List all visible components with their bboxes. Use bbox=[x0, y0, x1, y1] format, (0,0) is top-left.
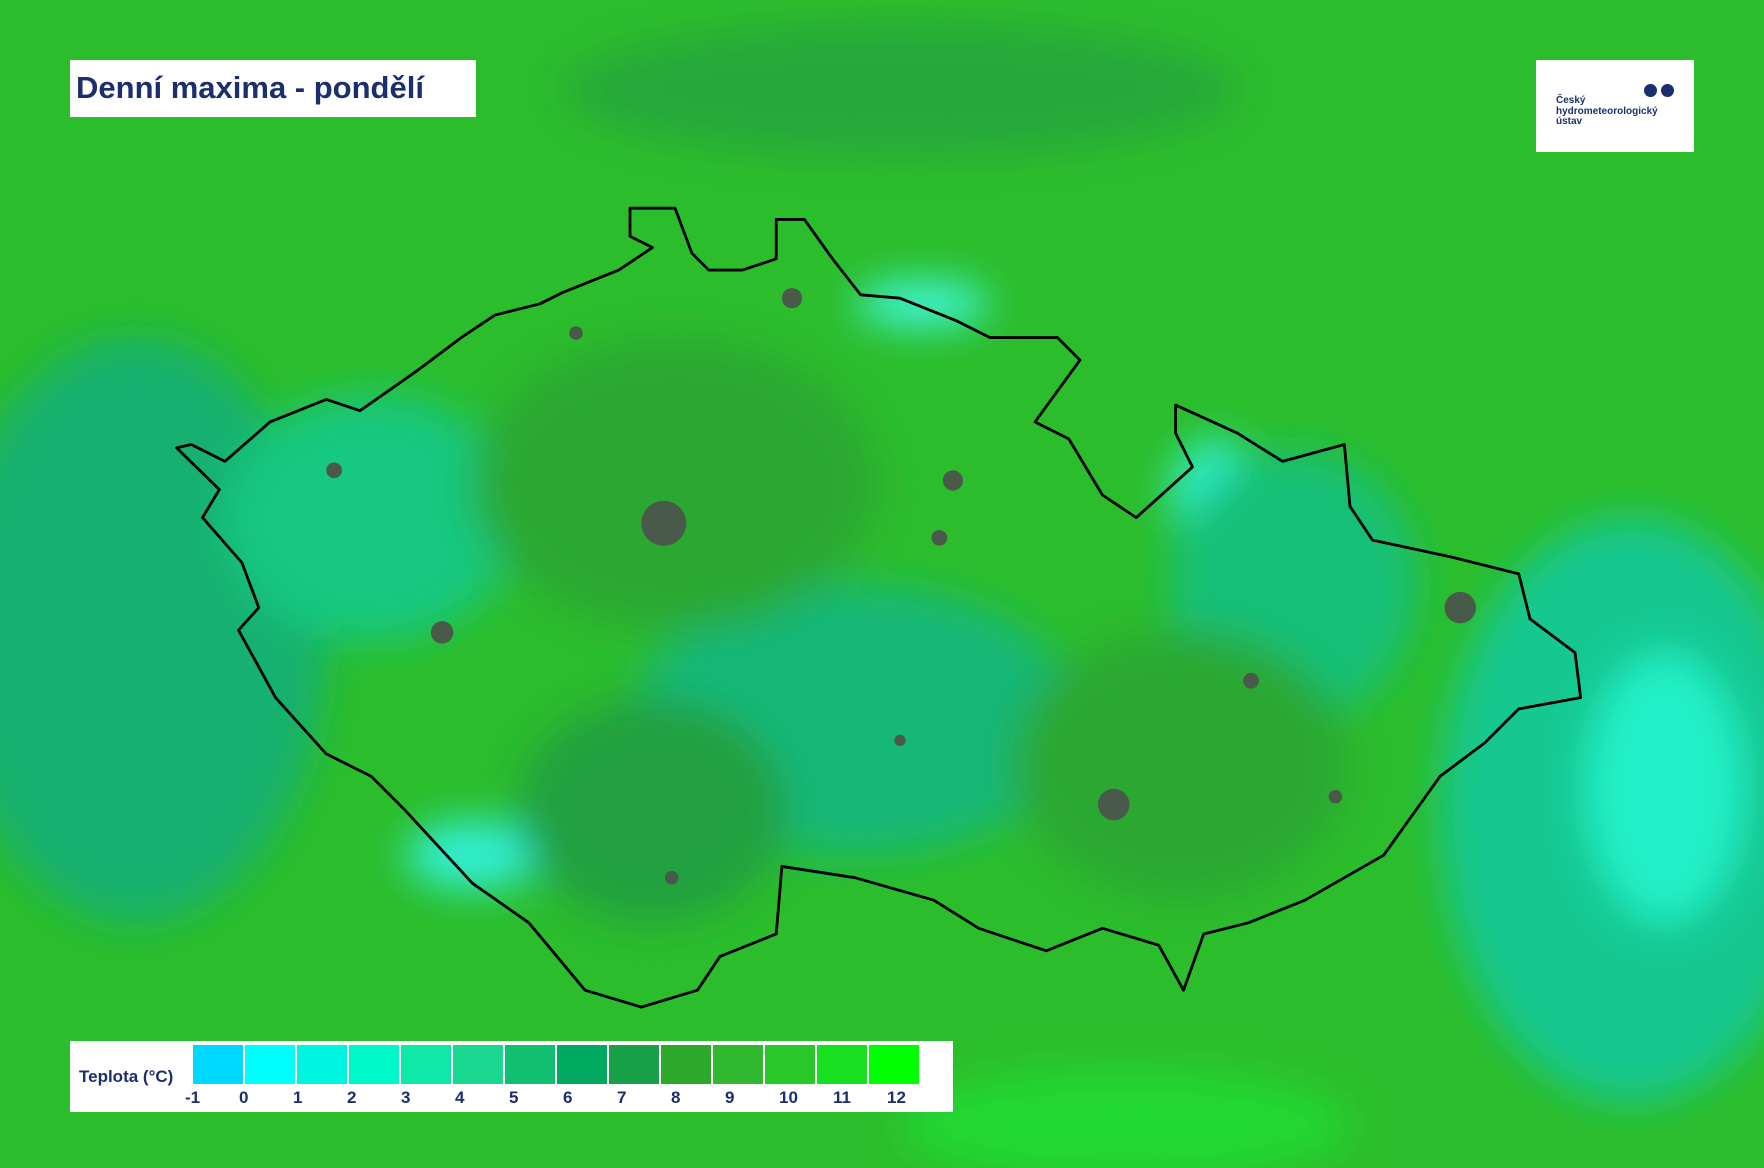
legend-swatch bbox=[817, 1045, 869, 1084]
logo-line: Český bbox=[1556, 95, 1586, 106]
title-box: Denní maxima - pondělí bbox=[70, 60, 476, 117]
map-title: Denní maxima - pondělí bbox=[76, 70, 424, 105]
city-jihlava bbox=[894, 734, 906, 747]
city-zlin bbox=[1328, 789, 1343, 804]
legend-tick: 8 bbox=[671, 1088, 681, 1107]
city-plzen bbox=[430, 621, 454, 644]
legend-swatch bbox=[505, 1045, 557, 1084]
legend-swatch bbox=[349, 1045, 401, 1084]
legend-tick: 4 bbox=[455, 1088, 465, 1107]
chmi-logo: Český hydrometeorologický ústav bbox=[1536, 60, 1694, 152]
legend-tick: 2 bbox=[347, 1088, 357, 1107]
temperature-legend: Teplota (°C) -1 0 1 2 3 4 5 6 7 8 9 10 11 12 bbox=[70, 1041, 953, 1112]
city-karlovy-vary bbox=[326, 462, 342, 479]
legend-swatch bbox=[193, 1045, 245, 1084]
city-praha bbox=[641, 500, 687, 546]
legend-tick: 12 bbox=[887, 1088, 906, 1107]
legend-swatch bbox=[401, 1045, 453, 1084]
city-usti bbox=[569, 326, 583, 340]
legend-swatch bbox=[609, 1045, 661, 1084]
legend-tick: 5 bbox=[509, 1088, 519, 1107]
legend-tick: 3 bbox=[401, 1088, 411, 1107]
city-liberec bbox=[781, 288, 803, 309]
legend-swatch bbox=[557, 1045, 609, 1084]
legend-swatch bbox=[713, 1045, 765, 1084]
legend-tick: 6 bbox=[563, 1088, 573, 1107]
legend-tick: 9 bbox=[725, 1088, 735, 1107]
legend-swatch bbox=[765, 1045, 817, 1084]
city-ostrava bbox=[1444, 591, 1476, 624]
city-olomouc bbox=[1243, 672, 1259, 689]
legend-swatch bbox=[661, 1045, 713, 1084]
city-budejovice bbox=[664, 870, 679, 885]
legend-swatch bbox=[453, 1045, 505, 1084]
legend-tick: -1 bbox=[185, 1088, 201, 1107]
legend-swatch bbox=[297, 1045, 349, 1084]
country-border bbox=[175, 206, 1583, 1009]
legend-tick: 7 bbox=[617, 1088, 627, 1107]
legend-swatches bbox=[193, 1045, 921, 1084]
legend-ticks: -1 0 1 2 3 4 5 6 7 8 9 10 11 12 bbox=[185, 1088, 941, 1108]
city-pardubice bbox=[931, 529, 948, 546]
logo-line: hydrometeorologický bbox=[1556, 105, 1658, 117]
city-brno bbox=[1098, 788, 1130, 821]
legend-tick: 1 bbox=[293, 1088, 303, 1107]
legend-tick: 11 bbox=[833, 1088, 851, 1107]
legend-tick: 10 bbox=[779, 1088, 798, 1107]
temperature-fields bbox=[0, 22, 1764, 1168]
city-hradec bbox=[942, 470, 963, 491]
logo-line: ústav bbox=[1556, 116, 1583, 127]
logo-mark-icon bbox=[1644, 84, 1674, 97]
legend-label: Teplota (°C) bbox=[79, 1067, 174, 1086]
legend-swatch bbox=[869, 1045, 921, 1084]
legend-tick: 0 bbox=[239, 1088, 249, 1107]
cities bbox=[326, 288, 1476, 885]
legend-swatch bbox=[245, 1045, 297, 1084]
